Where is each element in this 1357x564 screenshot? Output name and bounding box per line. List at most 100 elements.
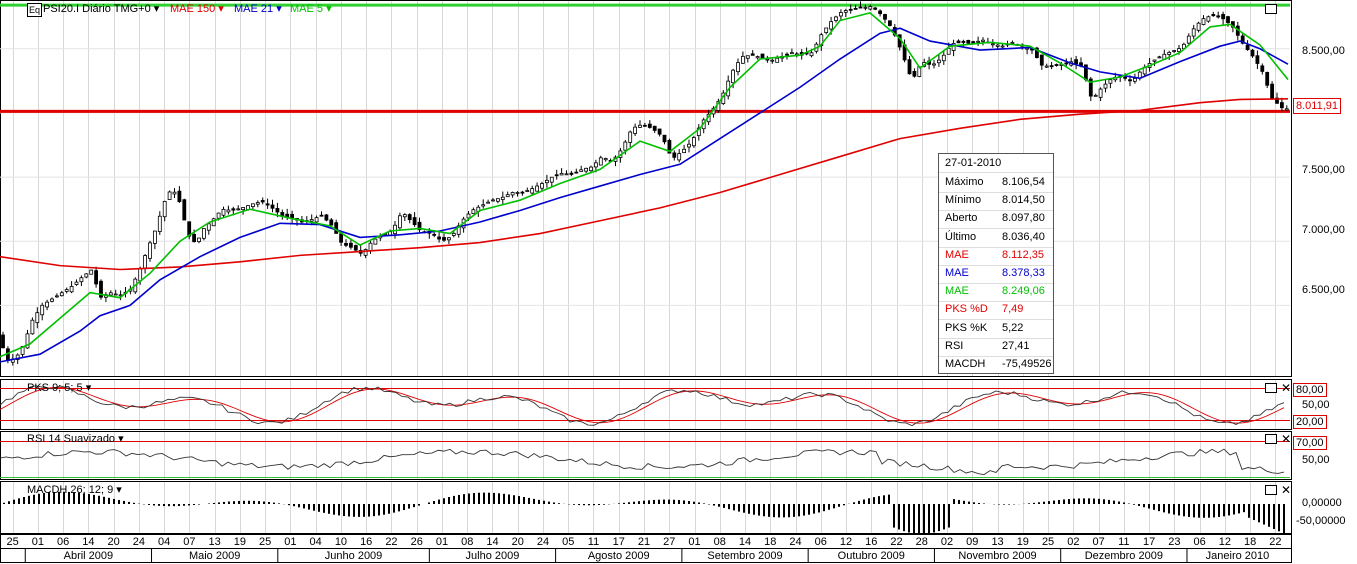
candle-body <box>94 270 98 285</box>
x-tick-day: 24 <box>789 536 802 548</box>
candle-body <box>824 27 829 33</box>
candle-body <box>69 286 74 293</box>
candle-body <box>466 213 471 219</box>
x-tick-day: 05 <box>562 536 575 548</box>
candle-body <box>809 52 814 57</box>
x-tick-month: Agosto 2009 <box>587 550 650 562</box>
symbol-label[interactable]: PSI20.I Diário TMG+0 ▾ <box>43 3 160 15</box>
x-tick-day: 22 <box>385 536 398 548</box>
pks-panel-label[interactable]: PKS 9; 5; 5 ▾ <box>27 382 92 394</box>
candle-body <box>853 7 858 10</box>
candle-body <box>402 214 407 218</box>
candle-body <box>692 137 696 147</box>
candle-body <box>1074 59 1078 65</box>
candle-body <box>446 237 451 241</box>
pks-close-icon[interactable]: ✕ <box>1281 381 1292 395</box>
candle-body <box>491 199 495 202</box>
rsi-maximize-icon[interactable] <box>1265 434 1277 444</box>
tooltip-row: Aberto 8.097,80 <box>945 212 1049 224</box>
candle-body <box>623 141 628 151</box>
tooltip-row-value: 27,41 <box>1002 339 1030 352</box>
mae150-legend[interactable]: MAE 150 ▾ <box>170 3 224 15</box>
mae150-line <box>0 98 1289 271</box>
ytick-7000: 7.000,00 <box>1302 224 1345 236</box>
candle-body <box>535 185 539 192</box>
x-tick-day: 20 <box>511 536 524 548</box>
x-tick-day: 19 <box>233 536 247 548</box>
macd-panel-frame <box>0 481 1292 534</box>
candle-body <box>647 123 652 128</box>
candle-body <box>785 53 789 56</box>
candle-body <box>672 152 677 158</box>
candle-body <box>937 59 941 64</box>
candle-body <box>990 43 995 46</box>
candle-body <box>559 172 564 176</box>
macd-close-icon[interactable]: ✕ <box>1281 483 1292 497</box>
rsi-level-70: 70,00 <box>1293 436 1327 450</box>
candle-body <box>579 169 584 172</box>
pks-k-line <box>0 385 1285 427</box>
x-tick-day: 07 <box>183 536 196 548</box>
main-panel-frame <box>0 0 1292 377</box>
macd-maximize-icon[interactable] <box>1265 485 1277 495</box>
mae21-legend[interactable]: MAE 21 ▾ <box>234 3 282 15</box>
macd-panel-label[interactable]: MACDH 26; 12; 9 ▾ <box>27 484 122 496</box>
x-tick-month: Dezembro 2009 <box>1084 550 1163 562</box>
tooltip-row: MAE 8.112,35 <box>945 249 1049 261</box>
ytick-6500: 6.500,00 <box>1302 284 1345 296</box>
tooltip-row-label: Máximo <box>945 176 984 188</box>
rsi-panel-label[interactable]: RSI 14 Suavizado ▾ <box>27 433 124 445</box>
candle-body <box>1270 83 1274 100</box>
x-tick-day: 01 <box>688 536 701 548</box>
mae5-legend[interactable]: MAE 5 ▾ <box>290 3 332 15</box>
candle-body <box>334 222 339 234</box>
pks-maximize-icon[interactable] <box>1265 383 1277 393</box>
x-tick-month: Novembro 2009 <box>958 550 1037 562</box>
candle-body <box>407 214 412 221</box>
candle-body <box>873 7 878 10</box>
candle-body <box>79 277 84 283</box>
candle-body <box>157 215 162 232</box>
candle-body <box>667 140 672 154</box>
tooltip-row-value: 8.014,50 <box>1002 194 1045 207</box>
candle-body <box>280 212 285 217</box>
tooltip-row-label: MAE <box>945 267 969 279</box>
x-tick-day: 27 <box>663 536 676 548</box>
candle-body <box>932 63 936 66</box>
tooltip-row: Máximo 8.106,54 <box>945 176 1049 188</box>
candle-body <box>848 8 853 11</box>
candle-body <box>152 230 157 244</box>
candle-body <box>35 312 40 324</box>
candle-body <box>260 200 265 203</box>
macd-level-0: 0,00000 <box>1302 497 1342 509</box>
last-price-tag: 8.011,91 <box>1293 98 1342 114</box>
candle-body <box>878 10 882 15</box>
candle-body <box>643 124 647 127</box>
candle-body <box>1196 22 1201 31</box>
tooltip-row-value: 5,22 <box>1002 321 1024 334</box>
main-panel-maximize-icon[interactable] <box>1265 4 1277 14</box>
candle-body <box>569 172 574 175</box>
candle-body <box>368 242 373 252</box>
tooltip-row-value: 8.112,35 <box>1002 248 1045 261</box>
candle-body <box>373 238 378 245</box>
candle-body <box>162 201 167 218</box>
candle-body <box>505 194 510 198</box>
candle-body <box>961 40 966 43</box>
x-tick-day: 08 <box>461 536 474 548</box>
candle-body <box>868 6 873 10</box>
candle-body <box>594 162 598 168</box>
candle-body <box>15 354 20 360</box>
candle-body <box>1167 52 1172 55</box>
x-tick-day: 04 <box>309 536 322 548</box>
x-tick-day: 25 <box>259 536 272 548</box>
candle-body <box>1186 35 1191 44</box>
candle-body <box>1211 14 1216 17</box>
candle-body <box>241 207 246 211</box>
rsi-close-icon[interactable]: ✕ <box>1281 432 1292 446</box>
x-tick-day: 25 <box>6 536 19 548</box>
symbol-icon[interactable]: Eq <box>27 3 42 17</box>
candle-body <box>265 203 270 206</box>
tooltip-row-label: MAE <box>945 285 969 298</box>
